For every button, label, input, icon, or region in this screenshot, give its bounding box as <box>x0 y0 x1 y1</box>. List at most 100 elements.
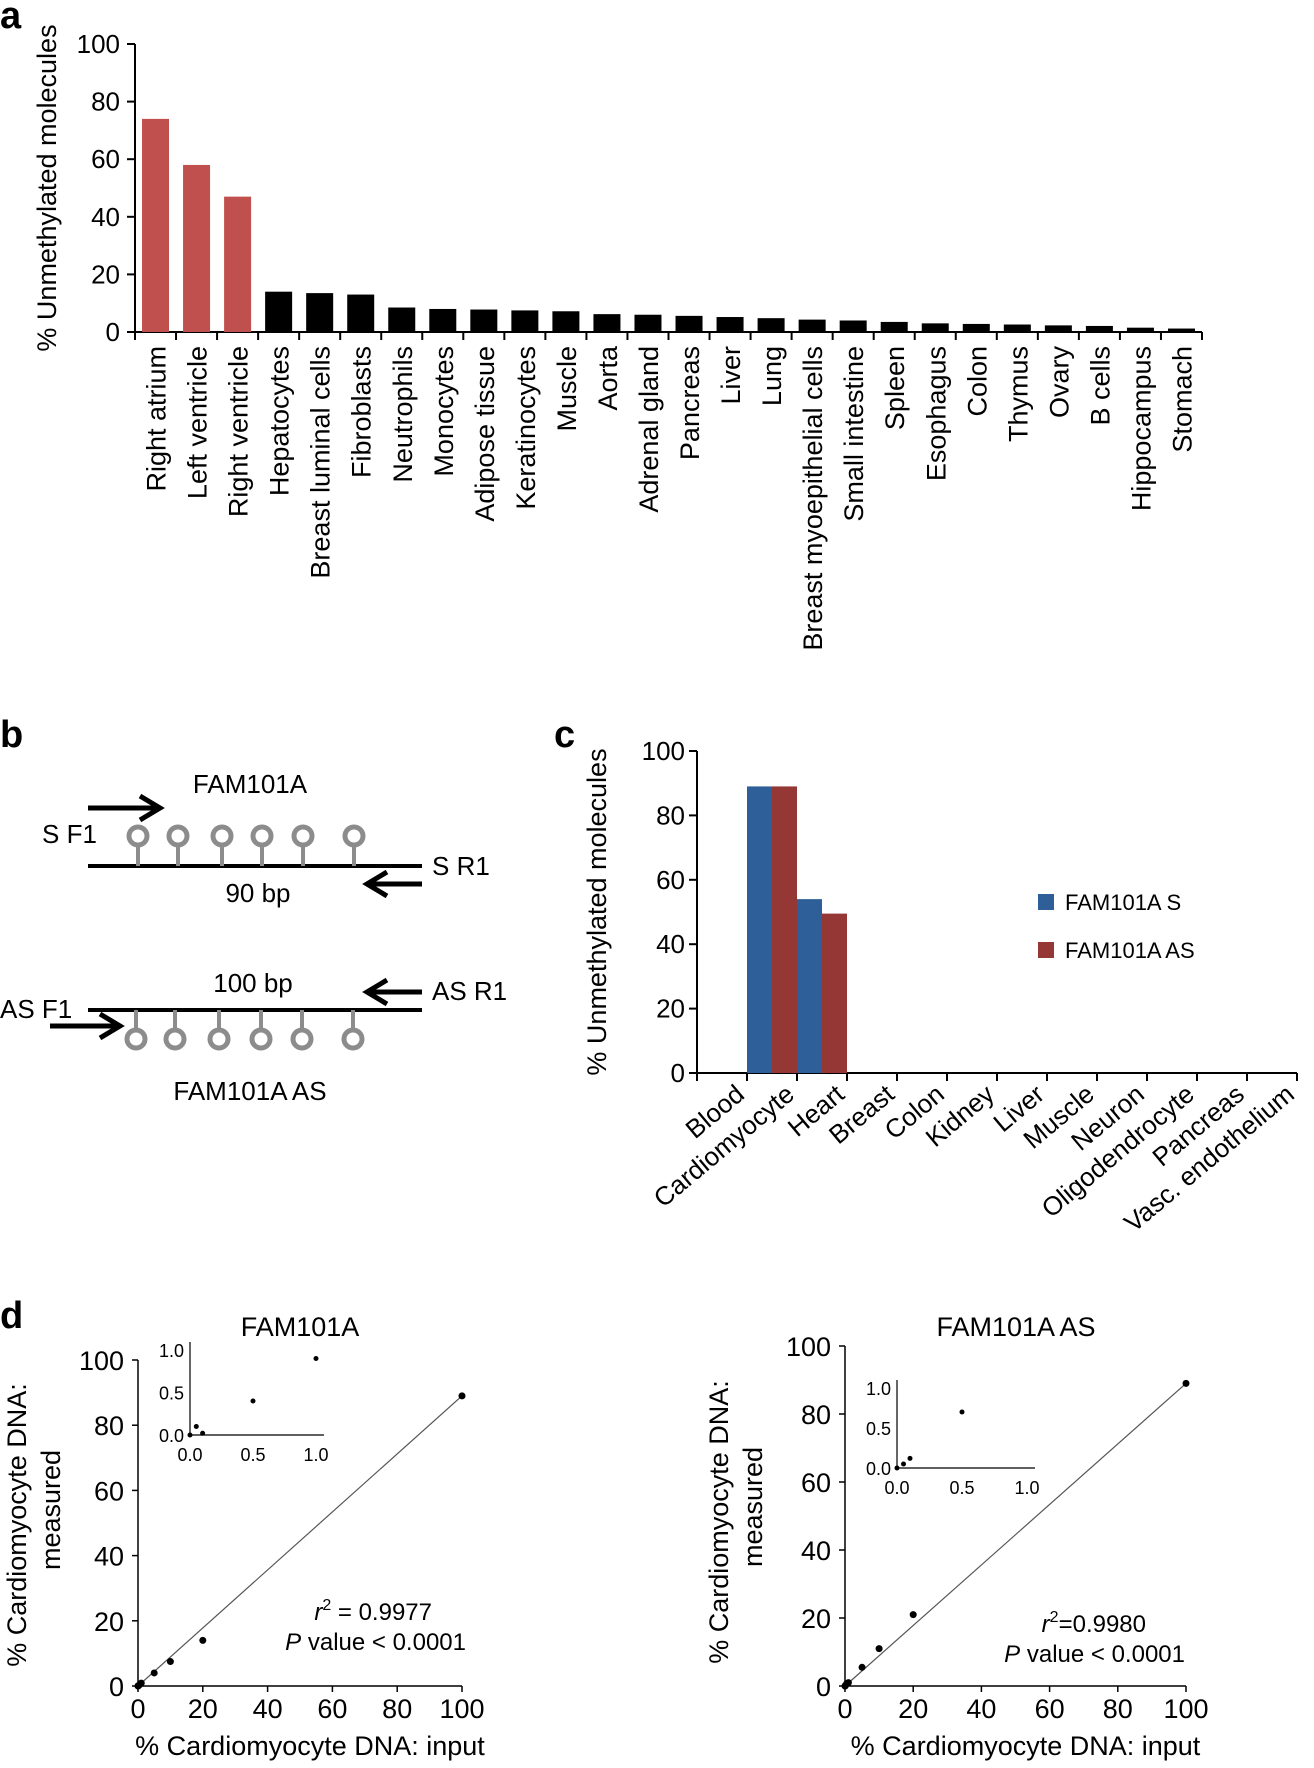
x-tick-label: 80 <box>382 1694 412 1724</box>
cpg-site-circle <box>126 824 150 848</box>
y-tick-label: 100 <box>77 29 120 59</box>
chart-d-right: FAM101A AS 0 20 40 60 80 100 0 20 40 60 80 100 % Card… <box>704 1312 1209 1761</box>
s-r1-arrow <box>362 869 422 899</box>
r2-superscript: 2 <box>1050 1609 1059 1626</box>
inset-data-point <box>894 1465 900 1471</box>
y-tick-label: 100 <box>786 1332 831 1362</box>
cpg-sites-top <box>126 824 366 866</box>
y-axis-title: % Unmethylated molecules <box>32 24 62 351</box>
data-point <box>1182 1379 1190 1387</box>
inset-y-tick-label: 0.0 <box>866 1459 891 1479</box>
inset-y-tick-label: 0.5 <box>159 1384 184 1404</box>
x-tick-label: Keratinocytes <box>511 346 541 510</box>
x-axis-title: % Cardiomyocyte DNA: input <box>851 1731 1201 1761</box>
y-tick-label: 0 <box>109 1672 124 1702</box>
x-tick-label: Esophagus <box>921 346 951 481</box>
x-tick-label: Lung <box>757 346 787 406</box>
y-tick-label: 40 <box>801 1536 831 1566</box>
y-axis-title-line1: % Cardiomyocyte DNA: <box>704 1380 734 1664</box>
legend-swatch <box>1038 894 1054 910</box>
bar <box>962 323 990 332</box>
y-tick-label: 60 <box>94 1476 124 1506</box>
s-r1-label: S R1 <box>432 851 490 881</box>
inset-x-tick-label: 0.5 <box>240 1445 265 1465</box>
cpg-site-circle <box>250 824 274 848</box>
bar <box>839 320 867 332</box>
x-tick-label: Muscle <box>552 346 582 432</box>
y-tick-label: 80 <box>94 1411 124 1441</box>
inset-y-tick-label: 1.0 <box>159 1341 184 1361</box>
bar <box>1044 325 1072 332</box>
x-tick-label: 60 <box>1035 1694 1065 1724</box>
y-tick-label: 40 <box>91 202 120 232</box>
x-tick-label: 0 <box>130 1694 145 1724</box>
chart-a: 0 20 40 60 80 100 % Unmethylated molecules Righ… <box>32 24 1203 651</box>
inset-data-point <box>250 1398 256 1404</box>
inset-x-tick-label: 1.0 <box>303 1445 328 1465</box>
x-tick-label: 0 <box>837 1694 852 1724</box>
fit-line <box>137 1395 463 1687</box>
bar <box>347 294 375 332</box>
x-tick-label: Monocytes <box>429 346 459 477</box>
p-value: value < 0.0001 <box>1020 1641 1185 1668</box>
cpg-site-circle <box>124 1027 148 1051</box>
y-tick-label: 60 <box>91 144 120 174</box>
panel-c-label: c <box>554 714 575 756</box>
y-tick-label: 100 <box>79 1346 124 1376</box>
y-tick-label: 20 <box>801 1604 831 1634</box>
primer-diagram: FAM101A S F1 S R1 90 bp 100 bp AS R1 AS … <box>0 769 507 1106</box>
x-tick-label: Hippocampus <box>1126 346 1156 511</box>
as-f1-arrow <box>50 1011 125 1041</box>
x-tick-label: Thymus <box>1003 346 1033 442</box>
bar <box>470 309 498 332</box>
r2-value: = 0.9977 <box>331 1599 432 1626</box>
data-point <box>199 1636 207 1644</box>
bar <box>880 321 908 332</box>
x-tick-label: Aorta <box>593 345 623 411</box>
cpg-site-circle <box>166 824 190 848</box>
x-tick-label: Right ventricle <box>224 346 254 517</box>
y-tick-label: 40 <box>94 1542 124 1572</box>
x-tick-label: Ovary <box>1044 346 1074 419</box>
x-tick-label: Colon <box>962 346 992 417</box>
inset-y-tick-label: 1.0 <box>866 1379 891 1399</box>
legend-label: FAM101A S <box>1065 890 1181 915</box>
r2-value: =0.9980 <box>1059 1611 1146 1638</box>
x-tick-label: Small intestine <box>839 346 869 522</box>
data-point <box>858 1663 866 1671</box>
inset-data-point <box>193 1424 199 1429</box>
x-tick-label: B cells <box>1085 346 1115 426</box>
bar <box>1085 325 1113 332</box>
p-value: value < 0.0001 <box>301 1629 466 1656</box>
inset-y-tick-label: 0.0 <box>159 1426 184 1446</box>
data-point <box>137 1679 145 1687</box>
y-tick-label: 20 <box>91 259 120 289</box>
inset-data-point <box>959 1409 965 1415</box>
x-tick-label: Breast myoepithelial cells <box>798 346 828 651</box>
chart-title: FAM101A <box>241 1312 360 1342</box>
x-tick-label: Adrenal gland <box>634 346 664 513</box>
cpg-sites-bottom <box>124 1010 365 1051</box>
inset-data-point <box>313 1356 319 1361</box>
x-axis-title: % Cardiomyocyte DNA: input <box>135 1731 485 1761</box>
inset-data-point <box>907 1455 913 1461</box>
x-tick-label: Liver <box>716 346 746 405</box>
bar <box>675 315 703 332</box>
y-tick-label: 0 <box>671 1058 685 1088</box>
bar <box>716 317 744 332</box>
panel-b-label: b <box>0 714 23 756</box>
r2-symbol: r <box>1042 1611 1051 1638</box>
x-tick-label: 20 <box>188 1694 218 1724</box>
cpg-site-circle <box>341 1027 365 1051</box>
y-tick-label: 0 <box>106 317 120 347</box>
legend-label: FAM101A AS <box>1065 938 1195 963</box>
x-tick-label: Spleen <box>880 346 910 430</box>
x-tick-label: Hepatocytes <box>265 346 295 496</box>
cpg-site-circle <box>291 824 315 848</box>
data-point <box>909 1611 917 1619</box>
x-tick-label: Left ventricle <box>183 346 213 499</box>
chart-title: FAM101A AS <box>936 1312 1095 1342</box>
p-annotation: P value < 0.0001 <box>285 1629 466 1656</box>
chart-d-left: FAM101A 0 20 40 60 80 100 0 20 40 60 80 100 % Cardiom… <box>2 1312 485 1761</box>
